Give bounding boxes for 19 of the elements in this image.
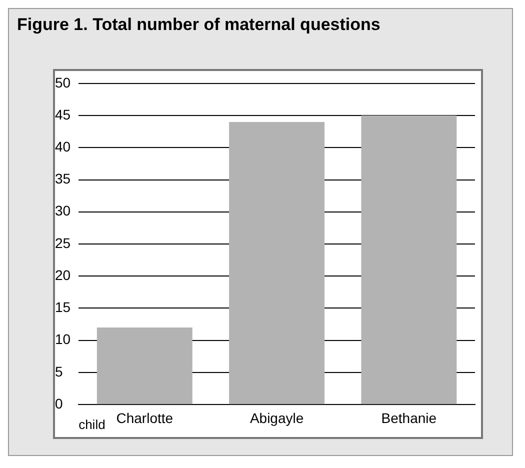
y-tick-label: 50	[55, 74, 71, 90]
x-tick-label: Abigayle	[250, 410, 304, 426]
y-tick-label: 30	[55, 202, 71, 219]
bar	[361, 116, 457, 404]
x-tick-label: Bethanie	[381, 410, 437, 426]
bar	[96, 328, 192, 404]
y-tick-label: 45	[55, 106, 71, 122]
y-tick-label: 5	[55, 363, 63, 380]
y-tick-label: 10	[55, 331, 71, 348]
chart-title: Figure 1. Total number of maternal questions	[16, 14, 382, 36]
y-tick-label: 20	[55, 266, 71, 283]
x-tick-label: Charlotte	[116, 410, 174, 426]
y-tick-label: 35	[55, 170, 71, 187]
y-tick-label: 40	[55, 138, 71, 154]
y-tick-label: 25	[55, 234, 71, 251]
y-tick-label: 15	[55, 299, 71, 316]
y-tick-label: 0	[55, 395, 63, 412]
bar	[229, 122, 325, 404]
x-axis-title: child	[78, 416, 106, 432]
